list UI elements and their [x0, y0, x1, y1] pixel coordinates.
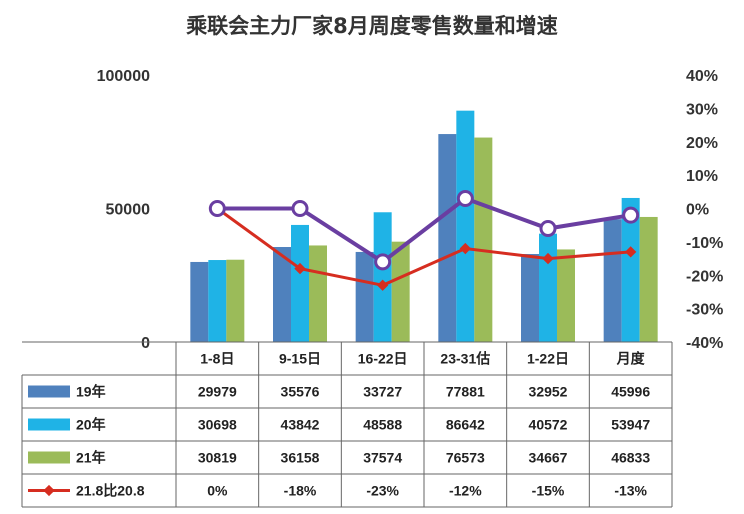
data-label-1-6: 45996	[611, 384, 650, 400]
data-label-2-2: 43842	[281, 417, 320, 433]
bar-1-1	[190, 261, 209, 342]
data-label-3-3: 37574	[363, 450, 402, 466]
chart-title: 乘联会主力厂家8月周度零售数量和增速	[186, 14, 558, 38]
data-label-1-4: 77881	[446, 384, 485, 400]
bar-2-5	[539, 233, 557, 342]
data-label-4-3: -23%	[366, 483, 399, 499]
data-label-3-4: 76573	[446, 450, 485, 466]
data-label-3-5: 34667	[529, 450, 568, 466]
y2-tick-label-3: 10%	[686, 168, 718, 185]
bar-2-3	[373, 212, 392, 342]
data-label-2-4: 86642	[446, 417, 485, 433]
line-2-point-5	[539, 220, 557, 238]
y2-tick-label-1: 30%	[686, 101, 718, 118]
bar-1-3	[355, 251, 374, 342]
line-2-point-1	[208, 200, 226, 217]
data-label-1-1: 29979	[198, 384, 237, 400]
data-label-2-1: 30698	[198, 417, 237, 433]
data-label-2-5: 40572	[529, 417, 568, 433]
data-label-4-5: -15%	[532, 483, 565, 499]
legend-key-3	[28, 451, 70, 464]
data-label-1-2: 35576	[281, 384, 320, 400]
legend-label-3: 21年	[76, 450, 106, 466]
bar-3-3	[391, 241, 410, 342]
bar-1-4	[438, 134, 457, 342]
data-label-2-6: 53947	[611, 417, 650, 433]
line-2-point-4	[456, 189, 474, 207]
category-label-4: 23-31估	[440, 351, 490, 367]
bar-1-2	[273, 247, 291, 342]
line-1-point-2	[294, 262, 306, 275]
legend-label-1: 19年	[76, 384, 106, 400]
data-label-3-6: 46833	[611, 450, 650, 466]
y2-tick-label-8: -40%	[686, 335, 723, 352]
data-label-4-4: -12%	[449, 483, 482, 499]
y2-tick-label-6: -20%	[686, 268, 723, 285]
line-series-1	[216, 207, 631, 287]
bar-3-2	[309, 245, 327, 342]
bar-2-1	[208, 260, 227, 342]
y-tick-label-2: 100000	[97, 68, 150, 85]
bar-2-4	[456, 110, 475, 342]
legend-label-2: 20年	[76, 417, 106, 433]
bar-1-5	[521, 254, 539, 342]
line-1-point-6	[625, 246, 637, 258]
data-label-4-6: -13%	[614, 483, 647, 499]
category-label-6: 月度	[616, 351, 646, 367]
data-label-2-3: 48588	[363, 417, 402, 433]
line-2-point-2	[291, 200, 309, 217]
y2-tick-label-4: 0%	[686, 202, 709, 219]
y2-tick-label-0: 40%	[686, 68, 718, 85]
line-1-point-5	[542, 252, 554, 265]
line-1-point-3	[377, 279, 389, 291]
y-tick-label-1: 50000	[106, 202, 151, 219]
category-label-1: 1-8日	[200, 351, 234, 367]
y2-tick-label-2: 20%	[686, 135, 718, 152]
legend-key-1	[28, 385, 70, 398]
bar-2-6	[621, 197, 640, 342]
data-label-3-2: 36158	[281, 450, 320, 466]
category-label-3: 16-22日	[358, 351, 408, 367]
line-series-2	[217, 196, 631, 265]
line-1-point-4	[459, 242, 471, 255]
bar-3-6	[639, 216, 658, 342]
y2-tick-label-5: -10%	[686, 235, 723, 252]
data-label-1-3: 33727	[363, 384, 402, 400]
line-2-point-6	[622, 206, 640, 224]
data-label-4-1: 0%	[207, 483, 228, 499]
legend-key-marker-4	[43, 484, 55, 497]
line-2-point-3	[374, 253, 392, 271]
legend-key-2	[28, 418, 70, 431]
data-label-4-2: -18%	[284, 483, 317, 499]
category-label-2: 9-15日	[279, 351, 321, 367]
y-tick-label-0: 0	[141, 335, 150, 352]
category-label-5: 1-22日	[527, 351, 569, 367]
bar-3-5	[557, 249, 575, 342]
bar-1-6	[603, 219, 622, 342]
y2-tick-label-7: -30%	[686, 302, 723, 319]
bar-3-1	[226, 259, 245, 342]
bar-3-4	[474, 137, 493, 342]
bar-2-2	[291, 224, 309, 342]
legend-label-4: 21.8比20.8	[76, 483, 145, 499]
data-label-1-5: 32952	[529, 384, 568, 400]
data-label-3-1: 30819	[198, 450, 237, 466]
